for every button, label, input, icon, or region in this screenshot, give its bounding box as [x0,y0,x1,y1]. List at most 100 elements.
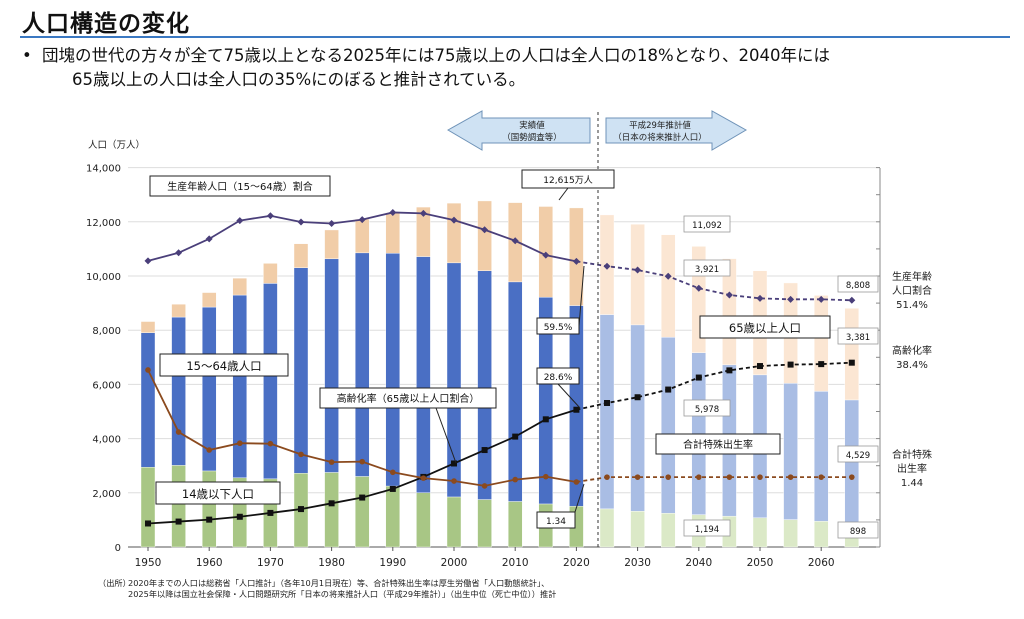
working-ratio-point [450,216,458,224]
working-ratio-point [511,237,519,245]
working-ratio-point [236,217,244,225]
o65-callout-text: 65歳以上人口 [729,321,801,335]
bar-segment-65plus [263,263,278,284]
actual-arrow-sublabel: （国勢調査等） [502,132,562,143]
aging-rate-point [542,416,549,423]
working-ratio-point [817,295,825,303]
bar-segment-65plus [446,202,462,264]
working-ratio-point [848,296,856,304]
working-ratio-point [664,272,672,280]
tfr-line-projection [576,476,852,483]
bar-segment-15-64 [814,391,829,522]
tfr-point [420,475,427,481]
aging-rate-point [267,509,274,516]
tfr-point [328,459,335,465]
working-ratio-point [205,235,213,243]
aging-rate-point [328,500,335,507]
tfr-point [573,479,580,485]
bar-segment-u14 [416,492,431,548]
bar-segment-15-64 [140,332,156,468]
aging-rate-point [695,374,702,381]
bar-segment-65plus [140,321,156,333]
working-ratio-callout: 生産年齢人口（15～64歳）割合 [149,175,331,197]
bar-segment-65plus [477,200,492,271]
aging-rate-point [145,520,151,527]
bar-segment-u14 [814,521,829,548]
bar-segment-15-64 [324,258,339,473]
bar-segment-u14 [752,517,768,548]
right-working-l1: 生産年齢 [892,270,932,283]
bar-segment-65plus [171,303,186,318]
working-ratio-point [634,266,642,274]
right-tfr-l2: 出生率 [897,462,927,475]
aging-rate-point [848,359,855,366]
p1564-callout-text: 15～64歳人口 [186,359,261,373]
o65-2065-label: 3,381 [837,327,879,345]
y-axis-title: 人口（万人） [88,139,145,151]
y-tick-label: 2,000 [92,489,121,500]
u14-2065-text: 898 [850,527,866,537]
actual-arrow-label: 実績値 [519,120,545,131]
p1564-2065-text: 4,529 [846,451,870,461]
x-tick-label: 2030 [624,557,651,569]
right-working-val: 51.4% [896,300,928,311]
bar-segment-15-64 [569,305,584,507]
x-tick-label: 2010 [502,557,529,569]
tfr-point [665,474,671,480]
y-tick-label: 4,000 [92,435,121,446]
actual-arrow-icon [446,110,591,151]
right-tfr-l1: 合計特殊 [892,448,932,461]
y-tick-label: 0 [115,543,121,554]
title-divider [20,36,1010,38]
tfr-callout: 合計特殊出生率 [655,433,781,455]
tfr-point [481,483,488,489]
bar-segment-u14 [599,508,615,548]
tfr-point [175,429,182,435]
bar-segment-u14 [171,465,186,548]
working-ratio-point [787,295,795,303]
projection-arrow-sublabel: （日本の将来推計人口） [613,132,707,143]
tfr-callout-text: 合計特殊出生率 [683,438,753,451]
aging-rate-point [481,447,488,454]
u14-2040-text: 1,194 [695,525,719,535]
working-ratio-point [603,262,611,270]
bar-segment-15-64 [477,270,492,500]
working-ratio-point [175,249,183,257]
working-ratio-point [725,291,733,299]
tfr-point [818,474,824,480]
working-ratio-point [389,208,397,216]
bar-segment-15-64 [385,253,400,487]
y-tick-label: 6,000 [92,380,121,391]
aging-rate-point [236,513,243,520]
x-tick-label: 2050 [747,557,774,569]
bar-segment-u14 [355,476,370,548]
bar-segment-u14 [783,519,798,548]
bar-segment-u14 [385,485,400,548]
aging-rate-point [298,506,304,513]
p1564-2040-label: 5,978 [683,399,731,417]
total-2065-text: 8,808 [846,281,870,291]
bar-segment-15-64 [416,256,431,493]
bar-segment-15-64 [171,316,186,466]
bar-segment-15-64 [661,337,676,514]
aging-rate-point [573,406,580,413]
bar-segment-u14 [630,511,645,548]
bar-segment-15-64 [232,294,248,479]
bar-segment-15-64 [508,281,523,502]
working-ratio-point [542,251,550,259]
x-tick-label: 1950 [135,557,162,569]
total-2040-text: 11,092 [692,221,722,231]
tfr-point [634,474,641,480]
o65-2065-text: 3,381 [846,333,870,343]
bar-segment-65plus [293,243,309,268]
total-2015-callout: 12,615万人 [521,169,615,201]
x-tick-label: 1980 [318,557,345,569]
bar-segment-65plus [201,292,217,308]
tfr-point [726,474,733,480]
y-tick-label: 12,000 [86,218,121,229]
working-ratio-point [297,218,305,226]
p1564-2040-text: 5,978 [695,405,719,415]
bar-segment-u14 [140,467,156,548]
working-ratio-point [756,294,764,302]
aging-rate-line-projection [576,361,852,411]
